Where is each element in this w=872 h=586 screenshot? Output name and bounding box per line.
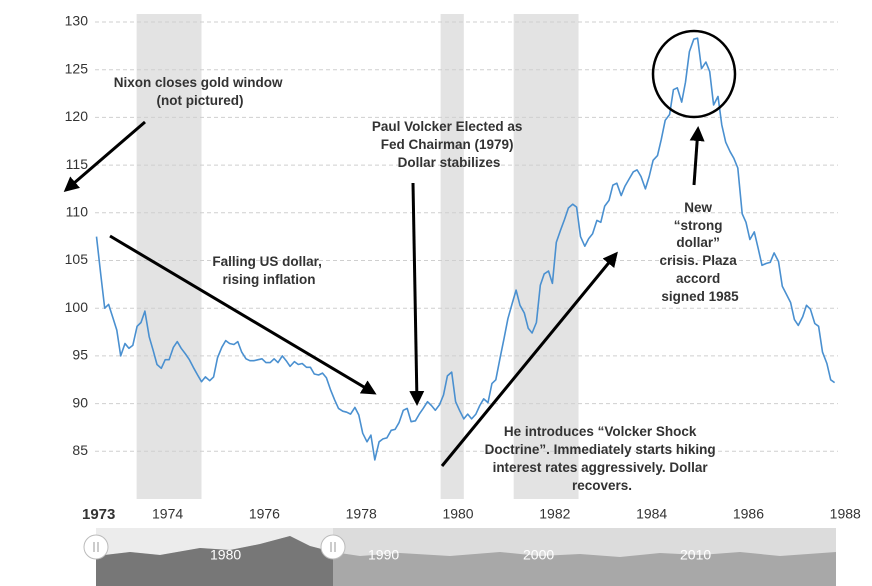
shaded-period	[513, 14, 579, 499]
navigator-label: 1980	[210, 547, 241, 563]
x-tick-label: 1988	[830, 506, 861, 522]
x-tick-label: 1986	[733, 506, 764, 522]
ticks: 85 90 95 100 105 110 115 120 125 130 1974 1976 1978 1…	[65, 13, 861, 522]
annotation: Nixon closes gold window (not pictured)	[114, 75, 287, 108]
series	[95, 37, 836, 461]
navigator[interactable]: 1980 1990 2000 2010	[83, 528, 836, 586]
navigator-label: 1990	[368, 547, 399, 563]
navigator-label: 2010	[680, 547, 711, 563]
annotation: New “strong dollar” crisis. Plaza accord…	[659, 200, 740, 304]
x-tick-label: 1980	[442, 506, 473, 522]
navigator-selected-area	[96, 536, 333, 586]
shaded-period	[440, 14, 464, 499]
navigator-label: 2000	[523, 547, 554, 563]
shaded-periods	[136, 14, 579, 499]
y-tick-label: 115	[66, 156, 89, 172]
arrow	[689, 126, 705, 186]
highlight-circle	[651, 29, 737, 119]
x-tick-label: 1978	[346, 506, 377, 522]
annotations	[63, 29, 737, 467]
data-line	[95, 37, 836, 461]
y-tick-label: 110	[66, 204, 89, 220]
navigator-handle[interactable]	[83, 534, 109, 560]
navigator-handle[interactable]	[320, 534, 346, 560]
annotation: Falling US dollar, rising inflation	[212, 254, 325, 287]
x-tick-label: 1984	[636, 506, 667, 522]
y-tick-label: 90	[72, 394, 88, 410]
arrow	[409, 182, 425, 406]
y-tick-label: 85	[72, 442, 88, 458]
y-tick-label: 120	[65, 108, 89, 124]
y-tick-label: 95	[72, 347, 88, 363]
grid	[95, 21, 838, 452]
y-tick-label: 100	[65, 299, 89, 315]
x-start-label: 1973	[82, 506, 115, 523]
x-tick-label: 1982	[539, 506, 570, 522]
arrow	[109, 234, 377, 395]
x-tick-label: 1976	[249, 506, 280, 522]
x-tick-label: 1974	[152, 506, 183, 522]
arrow	[63, 120, 146, 192]
y-tick-label: 125	[65, 60, 89, 76]
shaded-period	[136, 14, 202, 499]
y-tick-label: 130	[65, 13, 89, 29]
y-tick-label: 105	[65, 251, 89, 267]
arrow	[440, 251, 618, 467]
annotation: Paul Volcker Elected as Fed Chairman (19…	[372, 119, 526, 170]
annotation: He introduces “Volcker Shock Doctrine”. …	[485, 424, 720, 493]
